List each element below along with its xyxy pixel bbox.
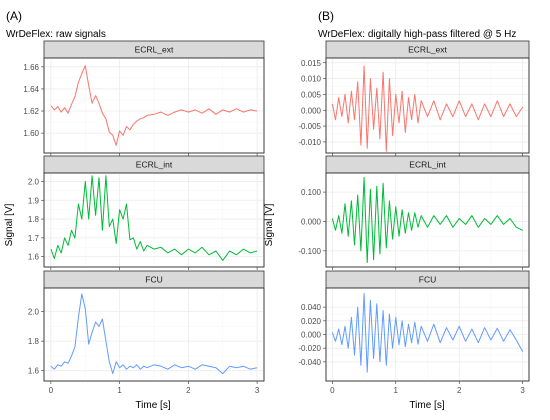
panel-b-ecrl-ext-strip-label: ECRL_ext	[408, 45, 447, 55]
panel-a-ecrl-int-strip-label: ECRL_int	[136, 160, 173, 170]
panel-a-fcu-panel-border	[43, 287, 265, 382]
panel-b-fcu-y-tick-label: -0.040	[298, 358, 321, 367]
panel-a-fcu-y-tick-label: 1.6	[28, 367, 40, 376]
panel-b-fcu-strip-label: FCU	[419, 275, 436, 285]
panel-a-ecrl-ext-y-tick-label: 1.60	[23, 129, 39, 138]
panel-a-ecrl-int-y-tick-label: 1.6	[28, 253, 40, 262]
panel-a-ecrl-int-y-tick-label: 1.7	[28, 234, 40, 243]
panel-a-ecrl-int-panel-border	[43, 172, 265, 268]
panel-a-ecrl-int-y-tick-label: 1.8	[28, 215, 40, 224]
panel-a-fcu-y-tick-label: 2.0	[28, 308, 40, 317]
panel-b-fcu-y-tick-label: -0.020	[298, 344, 321, 353]
panel-b-ecrl-ext-y-tick-label: 0.015	[301, 59, 322, 68]
panel-b-title: WrDeFlex: digitally high-pass filtered @…	[318, 29, 516, 40]
panel-a-ecrl-int-facet: ECRL_int 1.6 1.7 1.8 1.9 2.0	[28, 155, 265, 270]
panel-b-ecrl-ext-series-line	[331, 65, 524, 152]
panel-a-ecrl-ext-series-line	[50, 65, 258, 146]
panel-b-ecrl-ext-y-tick-label: 0.005	[301, 90, 322, 99]
panel-a-ecrl-int-y-tick-label: 1.9	[28, 196, 40, 205]
y-axis-title-left: Signal [V]	[4, 203, 15, 246]
panel-b-fcu-y-tick-label: 0.000	[301, 331, 322, 340]
panel-b-ecrl-ext-panel-border	[325, 57, 530, 154]
panel-a-fcu-series-line	[50, 293, 258, 375]
panel-b-fcu-series-line	[331, 293, 524, 373]
panel-b-fcu-x-tick-label: 0	[330, 386, 335, 395]
panel-a-ecrl-int-series-line	[50, 175, 258, 261]
panel-b-ecrl-int-facet: ECRL_int -0.100 0.000 0.100	[298, 155, 530, 270]
x-axis-title-left: Time [s]	[135, 400, 170, 411]
panel-b-ecrl-int-y-tick-label: 0.100	[301, 188, 322, 197]
panel-b-fcu-x-tick-label: 2	[457, 386, 462, 395]
panel-a-ecrl-ext-y-tick-label: 1.62	[23, 107, 39, 116]
panel-b-fcu-x-tick-label: 1	[394, 386, 399, 395]
panel-a-tag: (A)	[6, 9, 22, 23]
panel-b-ecrl-ext-facet: ECRL_ext -0.010 -0.005 0.000 0.005 0.010 0.015	[298, 40, 530, 156]
panel-b-ecrl-ext-y-tick-label: -0.005	[298, 122, 321, 131]
panel-b-ecrl-ext-y-tick-label: 0.010	[301, 75, 322, 84]
panel-a-fcu-x-tick-label: 1	[117, 386, 122, 395]
panel-b-ecrl-int-y-tick-label: 0.000	[301, 217, 322, 226]
panel-a-ecrl-int-y-tick-label: 2.0	[28, 177, 40, 186]
y-axis-title-right: Signal [V]	[264, 203, 275, 246]
panel-a-fcu-x-tick-label: 2	[186, 386, 191, 395]
panel-a-fcu-strip-label: FCU	[145, 275, 162, 285]
panel-a-ecrl-ext-facet: ECRL_ext 1.60 1.62 1.64 1.66	[23, 40, 265, 156]
panel-b-ecrl-int-series-line	[331, 176, 523, 264]
panel-a-fcu-y-tick-label: 1.8	[28, 337, 40, 346]
panel-a-ecrl-ext-panel-border	[43, 57, 265, 154]
panel-a-ecrl-ext-y-tick-label: 1.64	[23, 85, 39, 94]
panel-b-fcu-facet: FCU -0.040 -0.020 0.000 0.020 0.040 0 1 2 3	[298, 270, 530, 395]
panel-b-ecrl-int-strip-label: ECRL_int	[409, 160, 446, 170]
panel-a-ecrl-ext-y-tick-label: 1.66	[23, 63, 39, 72]
panel-b-fcu-y-tick-label: 0.040	[301, 303, 322, 312]
panel-b-fcu-x-tick-label: 3	[520, 386, 525, 395]
panel-b-ecrl-int-y-tick-label: -0.100	[298, 247, 321, 256]
x-axis-title-right: Time [s]	[409, 400, 444, 411]
panel-b-ecrl-int-panel-border	[325, 172, 530, 268]
panel-a-fcu-x-tick-label: 0	[49, 386, 54, 395]
panel-a-fcu-x-tick-label: 3	[255, 386, 260, 395]
panel-b-tag: (B)	[318, 9, 334, 23]
panel-b-ecrl-ext-y-tick-label: -0.010	[298, 138, 321, 147]
panel-a-fcu-facet: FCU 1.6 1.8 2.0 0 1 2 3	[28, 270, 265, 395]
panel-a-title: WrDeFlex: raw signals	[6, 29, 106, 40]
panel-b-fcu-panel-border	[325, 287, 530, 382]
panel-a-ecrl-ext-strip-label: ECRL_ext	[135, 45, 174, 55]
panel-b-fcu-y-tick-label: 0.020	[301, 317, 322, 326]
panel-b-ecrl-ext-y-tick-label: 0.000	[301, 106, 322, 115]
facet-panels: ECRL_ext1.601.621.641.66ECRL_int1.61.71.…	[23, 40, 530, 395]
